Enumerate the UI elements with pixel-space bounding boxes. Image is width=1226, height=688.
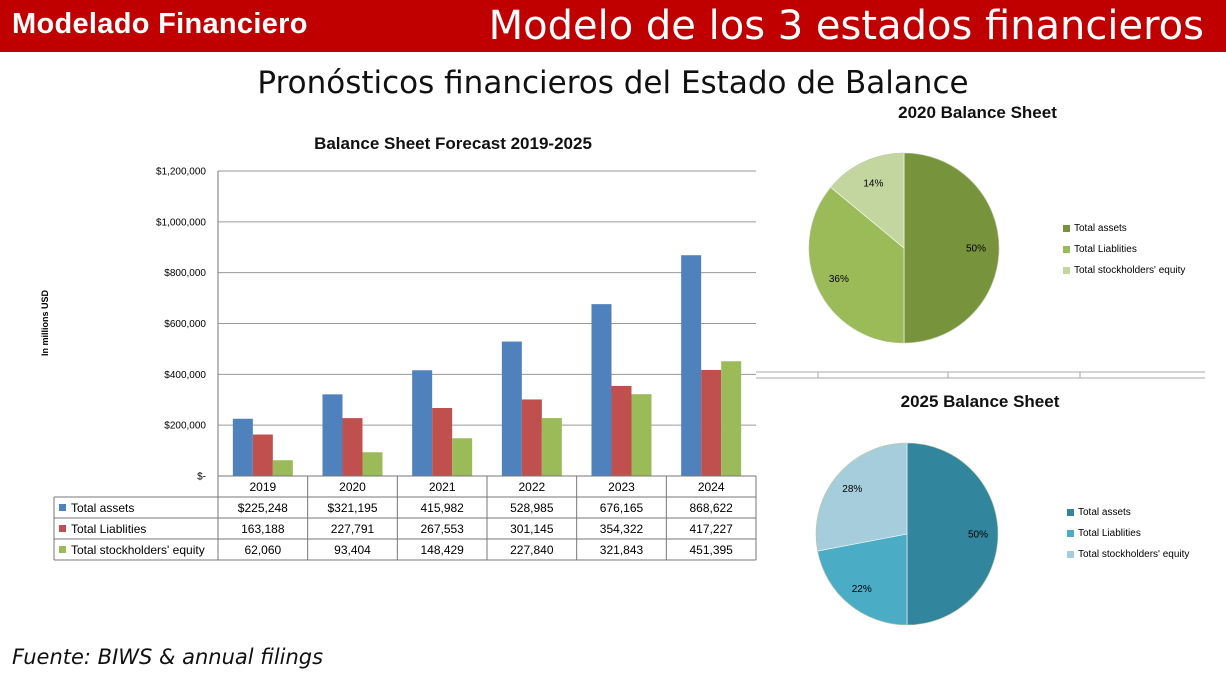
table-series-name: Total Liablities (71, 522, 146, 536)
bar-1 (252, 434, 273, 476)
legend-item: Total assets (1063, 218, 1185, 239)
x-category-label: 2022 (518, 480, 545, 494)
bar-2 (272, 460, 293, 476)
table-cell-value: 415,982 (420, 501, 464, 515)
legend-item: Total assets (1067, 502, 1189, 523)
table-cell-value: 227,791 (331, 522, 375, 536)
bar-0 (591, 304, 612, 476)
legend-item: Total Liablities (1067, 523, 1189, 544)
table-legend-swatch (59, 525, 66, 532)
pie-value-label: 14% (863, 178, 883, 189)
pie-slice-2 (815, 442, 908, 552)
table-cell-value: 301,145 (510, 522, 554, 536)
bar-chart-title: Balance Sheet Forecast 2019-2025 (314, 134, 592, 153)
table-series-name: Total assets (71, 501, 134, 515)
x-category-label: 2023 (608, 480, 635, 494)
legend-label: Total stockholders' equity (1078, 549, 1190, 560)
y-tick-label: $1,200,000 (156, 167, 206, 178)
legend-swatch (1067, 509, 1074, 516)
table-cell-value: 321,843 (600, 543, 644, 557)
x-category-label: 2020 (339, 480, 366, 494)
bar-2 (452, 438, 473, 476)
y-tick-label: $1,000,000 (156, 217, 206, 228)
table-cell-value: 417,227 (689, 522, 733, 536)
y-tick-label: $800,000 (164, 268, 206, 279)
legend-item: Total stockholders' equity (1067, 544, 1189, 565)
pie-2025-legend: Total assets Total Liablities Total stockh… (1067, 502, 1189, 565)
bar-1 (342, 418, 363, 476)
table-cell-value: 62,060 (244, 543, 281, 557)
x-category-label: 2021 (429, 480, 456, 494)
legend-swatch (1063, 225, 1070, 232)
bar-2 (362, 452, 383, 476)
bar-1 (701, 369, 722, 476)
bar-0 (412, 370, 433, 476)
table-cell-value: $225,248 (238, 501, 288, 515)
brand-title: Modelado Financiero (12, 8, 308, 40)
table-legend-swatch (59, 504, 66, 511)
bar-0 (501, 341, 522, 476)
y-tick-label: $600,000 (164, 319, 206, 330)
bar-1 (432, 407, 453, 476)
x-category-label: 2019 (249, 480, 276, 494)
pie-value-label: 36% (829, 274, 849, 285)
table-cell-value: 676,165 (600, 501, 644, 515)
pie-value-label: 28% (842, 484, 862, 495)
table-cell-value: 267,553 (420, 522, 464, 536)
topic-title: Modelo de los 3 estados financieros (488, 3, 1204, 49)
pie-2025-title: 2025 Balance Sheet (900, 392, 1060, 411)
legend-label: Total assets (1074, 223, 1127, 234)
y-tick-label: $- (197, 472, 206, 483)
pie-2020-title: 2020 Balance Sheet (898, 103, 1057, 122)
legend-swatch (1067, 530, 1074, 537)
legend-swatch (1063, 267, 1070, 274)
bar-0 (681, 255, 702, 476)
bar-1 (611, 385, 632, 476)
pie-value-label: 50% (968, 530, 988, 541)
pie-value-label: 50% (966, 244, 986, 255)
bar-0 (322, 394, 343, 476)
table-cell-value: 163,188 (241, 522, 285, 536)
pie-2020-legend: Total assets Total Liablities Total stockh… (1063, 218, 1185, 281)
bar-1 (521, 399, 542, 476)
table-legend-swatch (59, 546, 66, 553)
x-category-label: 2024 (698, 480, 725, 494)
header-bar: Modelado Financiero Modelo de los 3 esta… (0, 0, 1226, 52)
bar-2 (721, 361, 742, 476)
legend-swatch (1063, 246, 1070, 253)
legend-item: Total Liablities (1063, 239, 1185, 260)
bar-2 (541, 418, 562, 476)
slide-title: Pronósticos financieros del Estado de Ba… (257, 65, 969, 101)
pie-outline (808, 152, 1000, 344)
legend-label: Total assets (1078, 507, 1131, 518)
legend-label: Total Liablities (1074, 244, 1137, 255)
bar-2 (631, 394, 652, 476)
bar-0 (232, 418, 253, 476)
table-cell-value: 868,622 (689, 501, 733, 515)
table-cell-value: 451,395 (689, 543, 733, 557)
table-cell-value: 528,985 (510, 501, 554, 515)
legend-item: Total stockholders' equity (1063, 260, 1185, 281)
table-cell-value: 354,322 (600, 522, 644, 536)
table-cell-value: $321,195 (327, 501, 377, 515)
pie-value-label: 22% (852, 584, 872, 595)
pie-outline (815, 442, 999, 626)
legend-label: Total Liablities (1078, 528, 1141, 539)
table-cell-value: 227,840 (510, 543, 554, 557)
legend-label: Total stockholders' equity (1074, 265, 1186, 276)
table-series-name: Total stockholders' equity (71, 543, 205, 557)
y-tick-label: $400,000 (164, 370, 206, 381)
table-cell-value: 93,404 (334, 543, 371, 557)
y-tick-label: $200,000 (164, 421, 206, 432)
table-cell-value: 148,429 (420, 543, 464, 557)
legend-swatch (1067, 551, 1074, 558)
source-note: Fuente: BIWS & annual filings (12, 645, 324, 669)
